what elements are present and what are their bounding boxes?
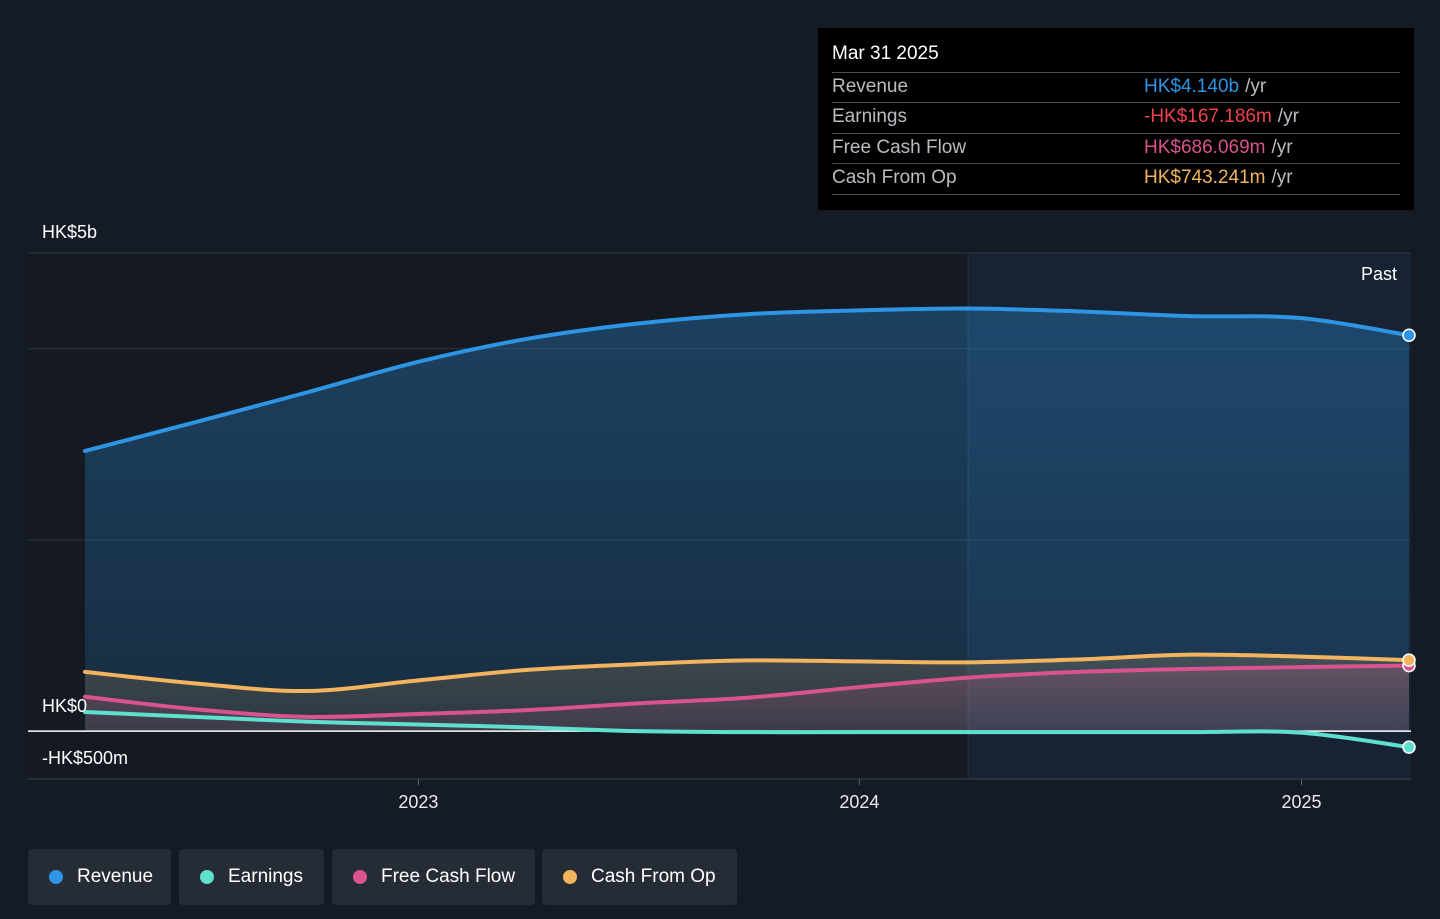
legend-label: Earnings (228, 866, 303, 887)
legend-item-earnings[interactable]: Earnings (179, 849, 324, 905)
series-line-cash-from-op (83, 652, 1411, 694)
tooltip-value: -HK$167.186m (1144, 106, 1272, 127)
legend-item-cash-from-op[interactable]: Cash From Op (542, 849, 737, 905)
past-label: Past (1361, 264, 1397, 284)
tooltip-value: HK$686.069m (1144, 137, 1266, 158)
y-tick-label: HK$0 (42, 696, 87, 716)
tooltip: Mar 31 2025 Revenue HK$4.140b/yr Earning… (818, 28, 1414, 210)
x-tick-label: 2025 (1281, 792, 1321, 812)
series-line-free-cash-flow (83, 663, 1411, 719)
tooltip-row-revenue: Revenue HK$4.140b/yr (832, 72, 1400, 103)
y-tick-label: HK$5b (42, 222, 97, 242)
series-line-earnings (83, 710, 1411, 750)
series-end-point-revenue (1402, 328, 1416, 342)
legend-item-revenue[interactable]: Revenue (28, 849, 171, 905)
tooltip-unit: /yr (1271, 137, 1293, 158)
x-tick-label: 2024 (839, 792, 879, 812)
series-end-point-earnings (1402, 740, 1416, 754)
tooltip-unit: /yr (1271, 167, 1293, 188)
legend-label: Cash From Op (591, 866, 716, 887)
tooltip-label: Cash From Op (832, 167, 957, 188)
tooltip-row-free-cash-flow: Free Cash Flow HK$686.069m/yr (832, 133, 1400, 164)
legend-dot-icon (200, 870, 214, 884)
legend-dot-icon (353, 870, 367, 884)
tooltip-label: Revenue (832, 76, 909, 97)
tooltip-row-cash-from-op: Cash From Op HK$743.241m/yr (832, 163, 1400, 194)
legend-dot-icon (49, 870, 63, 884)
tooltip-row-earnings: Earnings -HK$167.186m/yr (832, 102, 1400, 133)
tooltip-label: Earnings (832, 106, 907, 127)
tooltip-value: HK$743.241m (1144, 167, 1266, 188)
tooltip-unit: /yr (1277, 106, 1299, 127)
tooltip-value: HK$4.140b (1144, 76, 1240, 97)
legend-item-free-cash-flow[interactable]: Free Cash Flow (332, 849, 535, 905)
legend-label: Free Cash Flow (381, 866, 516, 887)
tooltip-divider (832, 194, 1400, 195)
legend-label: Revenue (77, 866, 154, 887)
x-tick-label: 2023 (398, 792, 438, 812)
legend-dot-icon (563, 870, 577, 884)
series-end-point-cash-from-op (1402, 653, 1416, 667)
series-area-revenue (85, 308, 1409, 732)
tooltip-label: Free Cash Flow (832, 137, 967, 158)
tooltip-date: Mar 31 2025 (832, 43, 939, 64)
series-line-revenue (83, 306, 1411, 453)
tooltip-unit: /yr (1245, 76, 1267, 97)
y-tick-label: -HK$500m (42, 748, 128, 768)
